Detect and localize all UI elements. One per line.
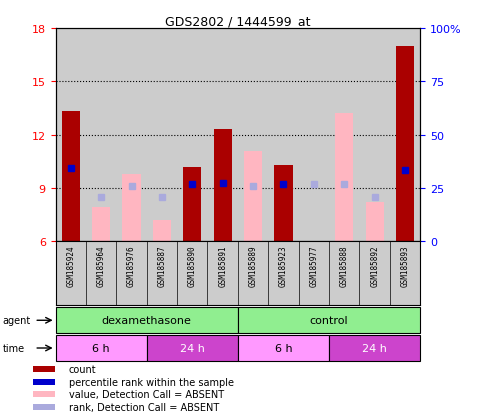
Bar <box>86 29 116 242</box>
Bar <box>366 203 384 242</box>
Bar <box>396 47 414 242</box>
Text: GSM185891: GSM185891 <box>218 245 227 286</box>
Text: GSM185888: GSM185888 <box>340 245 349 286</box>
Text: GSM185889: GSM185889 <box>249 245 257 286</box>
Text: GSM185892: GSM185892 <box>370 245 379 286</box>
Text: GSM185977: GSM185977 <box>309 245 318 286</box>
Text: GSM185887: GSM185887 <box>157 245 167 286</box>
Bar <box>183 167 201 242</box>
Text: value, Detection Call = ABSENT: value, Detection Call = ABSENT <box>69 389 224 399</box>
Text: GSM185923: GSM185923 <box>279 245 288 286</box>
Text: GSM185924: GSM185924 <box>66 245 75 286</box>
Bar <box>153 221 171 242</box>
Text: count: count <box>69 364 96 374</box>
Bar <box>147 335 238 361</box>
Bar <box>56 335 147 361</box>
Bar <box>33 391 55 397</box>
Bar <box>56 29 86 242</box>
Bar <box>238 335 329 361</box>
Title: GDS2802 / 1444599_at: GDS2802 / 1444599_at <box>165 15 311 28</box>
Text: GSM185893: GSM185893 <box>400 245 410 286</box>
Bar <box>359 29 390 242</box>
Bar <box>329 335 420 361</box>
Text: dexamethasone: dexamethasone <box>102 316 192 325</box>
Bar <box>390 29 420 242</box>
Bar <box>329 29 359 242</box>
Bar <box>238 308 420 333</box>
Bar <box>268 29 298 242</box>
Text: GSM185976: GSM185976 <box>127 245 136 286</box>
Text: rank, Detection Call = ABSENT: rank, Detection Call = ABSENT <box>69 402 219 412</box>
Bar <box>244 151 262 242</box>
Bar <box>33 366 55 372</box>
Bar <box>56 308 238 333</box>
Bar <box>116 29 147 242</box>
Text: GSM185964: GSM185964 <box>97 245 106 286</box>
Text: 6 h: 6 h <box>92 343 110 353</box>
Text: 24 h: 24 h <box>362 343 387 353</box>
Bar <box>122 174 141 242</box>
Bar <box>92 208 110 242</box>
Text: GSM185890: GSM185890 <box>188 245 197 286</box>
Bar <box>274 165 293 242</box>
Text: agent: agent <box>2 316 30 325</box>
Text: control: control <box>310 316 348 325</box>
Text: 24 h: 24 h <box>180 343 205 353</box>
Text: time: time <box>2 343 25 353</box>
Bar <box>335 114 354 242</box>
Bar <box>238 29 268 242</box>
Bar <box>208 29 238 242</box>
Bar <box>33 404 55 410</box>
Text: percentile rank within the sample: percentile rank within the sample <box>69 377 234 387</box>
Bar <box>147 29 177 242</box>
Bar <box>177 29 208 242</box>
Bar <box>298 29 329 242</box>
Text: 6 h: 6 h <box>275 343 292 353</box>
Bar <box>33 379 55 385</box>
Bar <box>213 130 232 242</box>
Bar <box>62 112 80 242</box>
